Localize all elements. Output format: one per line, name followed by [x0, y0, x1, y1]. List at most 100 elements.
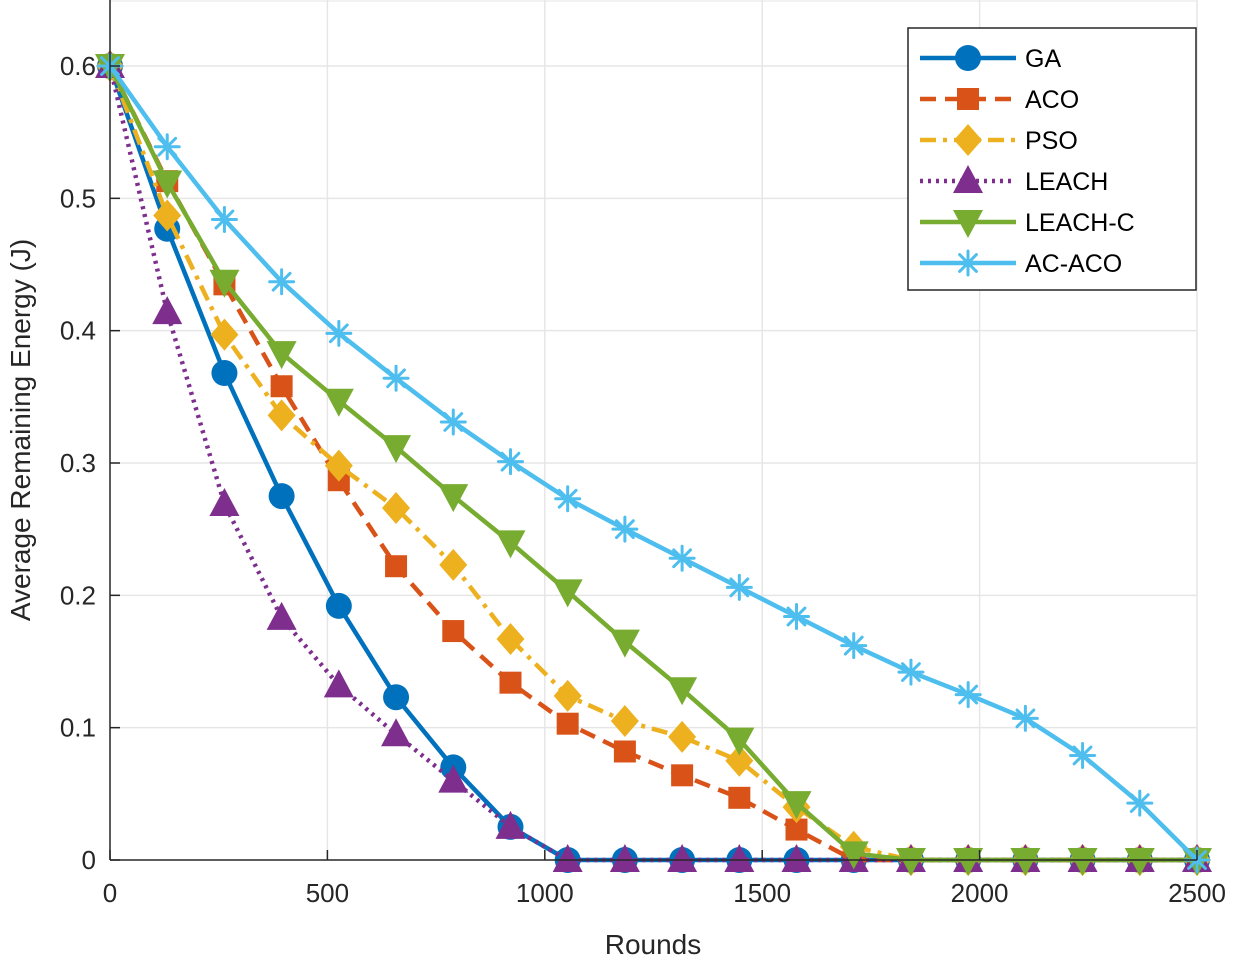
data-point-leach: [266, 601, 297, 630]
data-point-leach-c: [266, 341, 297, 370]
data-point-ga: [325, 592, 352, 619]
legend-label: LEACH: [1025, 168, 1108, 196]
data-point-leach: [781, 844, 812, 872]
data-point-ac-aco: [783, 603, 811, 631]
data-point-leach: [495, 810, 526, 839]
data-point-leach-c: [667, 677, 698, 706]
data-point-leach: [552, 844, 583, 872]
legend-box: [907, 27, 1197, 291]
data-point-aco: [671, 764, 694, 787]
data-point-pso: [324, 449, 353, 482]
data-point-leach-c: [1124, 848, 1155, 876]
data-point-leach: [667, 844, 698, 872]
axes: [109, 0, 1198, 861]
data-point-pso: [610, 705, 639, 738]
legend-marker: [953, 210, 983, 238]
legend-label: GA: [1025, 45, 1061, 73]
data-point-ac-aco: [496, 448, 524, 476]
data-point-ac-aco: [439, 408, 467, 436]
data-point-ac-aco: [153, 133, 181, 161]
data-point-ac-aco: [382, 364, 410, 392]
legend-entry-leach-c: LEACH-C: [920, 209, 1135, 238]
legend-label: ACO: [1025, 86, 1079, 114]
legend-marker: [955, 45, 981, 71]
data-point-ac-aco: [840, 632, 868, 660]
data-point-leach-c: [323, 388, 354, 417]
legend-entry-ga: GA: [920, 45, 1061, 73]
tick-labels: 0 500 1000 1500 2000 2500 0 0.1 0.2 0.3 0.4 0.5 0.6: [60, 51, 1226, 908]
data-point-leach-c: [1067, 848, 1098, 876]
x-tick-label: 0: [103, 878, 117, 908]
data-point-ac-aco: [1069, 741, 1097, 769]
data-point-aco: [270, 375, 293, 398]
legend-label: PSO: [1025, 127, 1078, 155]
legend-entry-ac-aco: AC-ACO: [920, 249, 1122, 278]
series-ac-aco: [96, 52, 1211, 874]
data-point-ga: [211, 360, 238, 387]
data-point-leach-c: [838, 841, 869, 870]
y-axis-title: Average Remaining Energy (J): [5, 239, 36, 621]
data-point-leach-c: [381, 435, 412, 464]
data-point-leach-c: [895, 848, 926, 876]
data-point-ac-aco: [954, 681, 982, 709]
legend-entry-aco: ACO: [920, 86, 1079, 114]
data-point-pso: [210, 318, 239, 351]
data-point-leach: [724, 844, 755, 872]
y-tick-label: 0: [82, 845, 96, 875]
legend-entry-pso: PSO: [920, 124, 1078, 156]
data-point-ac-aco: [1011, 704, 1039, 732]
data-point-pso: [496, 623, 525, 656]
data-point-leach-c: [438, 484, 469, 513]
x-tick-label: 2500: [1168, 878, 1226, 908]
data-point-ac-aco: [210, 206, 238, 234]
data-point-leach-c: [495, 530, 526, 559]
legend-marker: [954, 124, 982, 156]
data-point-leach-c: [724, 727, 755, 756]
legend-marker: [953, 165, 983, 193]
data-point-aco: [499, 671, 522, 694]
data-point-aco: [613, 740, 636, 763]
legend-marker: [957, 88, 979, 110]
data-point-pso: [725, 744, 754, 777]
data-point-aco: [556, 712, 579, 735]
data-point-pso: [439, 548, 468, 581]
data-point-ga: [268, 483, 295, 510]
data-point-pso: [553, 679, 582, 712]
data-point-leach: [209, 488, 240, 517]
y-tick-label: 0.1: [60, 713, 96, 743]
x-axis-title: Rounds: [605, 929, 702, 960]
data-point-ac-aco: [1126, 789, 1154, 817]
data-point-aco: [385, 555, 408, 578]
data-point-pso: [267, 399, 296, 432]
data-point-aco: [728, 786, 751, 809]
data-point-leach-c: [152, 170, 183, 199]
y-tick-label: 0.5: [60, 183, 96, 213]
data-point-ac-aco: [554, 485, 582, 513]
legend-entry-leach: LEACH: [920, 165, 1108, 196]
data-point-pso: [668, 720, 697, 753]
legend: GA ACO PSO LEACH LEACH-C AC-ACO: [907, 27, 1197, 291]
data-point-leach: [438, 764, 469, 793]
data-point-ac-aco: [725, 573, 753, 601]
data-point-leach-c: [1010, 848, 1041, 876]
x-tick-label: 1500: [733, 878, 791, 908]
data-point-leach-c: [781, 791, 812, 820]
data-point-leach: [152, 296, 183, 325]
y-tick-label: 0.4: [60, 316, 96, 346]
data-point-ac-aco: [668, 544, 696, 572]
y-tick-label: 0.3: [60, 448, 96, 478]
data-point-ac-aco: [268, 268, 296, 296]
data-point-leach: [323, 669, 354, 698]
data-point-ac-aco: [611, 515, 639, 543]
x-tick-label: 1000: [516, 878, 574, 908]
data-point-ac-aco: [897, 658, 925, 686]
data-point-leach: [609, 844, 640, 872]
data-point-pso: [153, 199, 182, 232]
y-tick-label: 0.2: [60, 580, 96, 610]
x-tick-label: 2000: [951, 878, 1009, 908]
data-point-aco: [785, 818, 808, 841]
legend-marker: [954, 249, 982, 277]
legend-label: LEACH-C: [1025, 209, 1135, 237]
x-tick-label: 500: [306, 878, 349, 908]
